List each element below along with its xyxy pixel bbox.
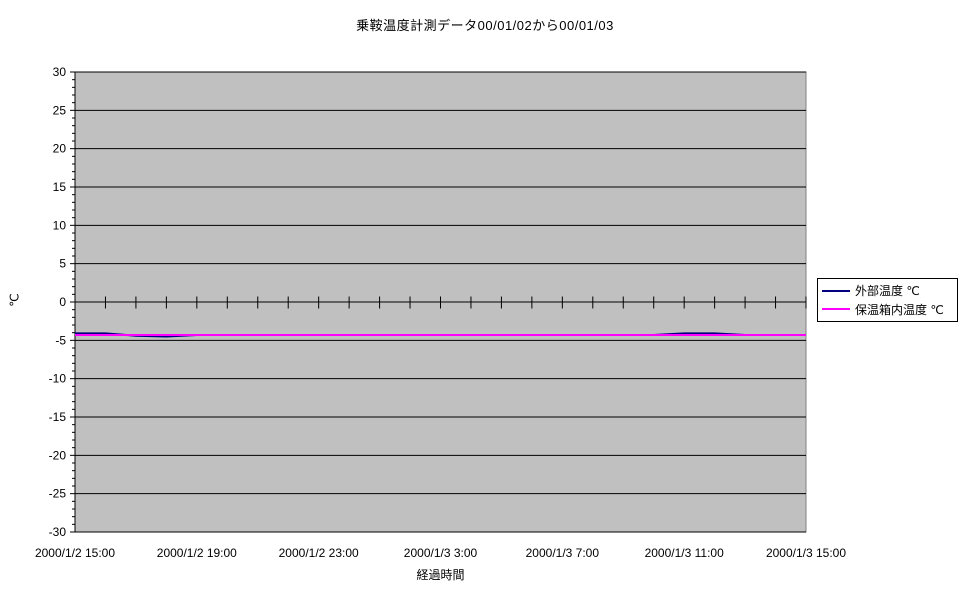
x-tick-label: 2000/1/2 23:00	[279, 546, 359, 560]
x-axis-ticks	[104, 296, 807, 309]
legend: 外部温度 ℃ 保温箱内温度 ℃	[817, 278, 958, 322]
legend-item-outside-temp: 外部温度 ℃	[822, 282, 953, 299]
legend-line-sample-0	[822, 289, 850, 292]
legend-item-box-temp: 保温箱内温度 ℃	[822, 301, 953, 318]
legend-label: 外部温度 ℃	[855, 284, 920, 299]
y-tick-label: 30	[53, 65, 67, 79]
y-tick-label: 15	[53, 180, 67, 194]
x-tick-label: 2000/1/3 7:00	[526, 546, 600, 560]
y-tick-label: -20	[49, 448, 67, 462]
legend-label: 保温箱内温度 ℃	[855, 302, 944, 317]
y-tick-label: 5	[59, 257, 66, 271]
y-tick-label: -10	[49, 372, 67, 386]
x-tick-label: 2000/1/2 15:00	[35, 546, 115, 560]
y-tick-label: 25	[53, 103, 67, 117]
y-tick-label: 20	[53, 142, 67, 156]
y-axis-ticks	[70, 71, 75, 533]
legend-line-sample-1	[822, 308, 850, 311]
x-tick-label: 2000/1/2 19:00	[157, 546, 237, 560]
y-tick-label: -5	[55, 333, 66, 347]
chart-title: 乗鞍温度計測データ00/01/02から00/01/03	[356, 18, 614, 33]
y-tick-label: -25	[49, 487, 67, 501]
x-tick-label: 2000/1/3 3:00	[404, 546, 478, 560]
x-axis-title: 経過時間	[416, 568, 465, 582]
y-tick-label: -15	[49, 410, 67, 424]
y-tick-labels: 30 25 20 15 10 5 0 -5 -10 -15 -20 -25 -30	[49, 65, 67, 539]
x-tick-label: 2000/1/3 11:00	[645, 546, 725, 560]
y-tick-label: 10	[53, 218, 67, 232]
x-tick-label: 2000/1/3 15:00	[766, 546, 846, 560]
x-tick-labels: 2000/1/2 15:00 2000/1/2 19:00 2000/1/2 23:…	[35, 546, 846, 560]
y-tick-label: -30	[49, 525, 67, 539]
y-tick-label: 0	[59, 295, 66, 309]
